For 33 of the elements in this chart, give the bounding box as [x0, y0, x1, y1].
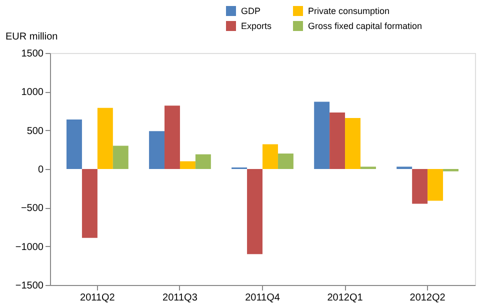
legend-label: GDP: [241, 6, 261, 16]
bar: [82, 169, 98, 238]
bar: [314, 102, 330, 169]
legend-label: Private consumption: [308, 6, 390, 16]
bar: [66, 120, 82, 169]
y-axis-title: EUR million: [6, 32, 58, 42]
y-tick-label: −500: [20, 203, 44, 214]
y-tick-label: 1500: [21, 48, 44, 60]
x-tick-label: 2011Q2: [80, 292, 116, 304]
bar: [247, 169, 262, 254]
y-tick-label: 500: [26, 126, 44, 137]
bar: [180, 161, 196, 169]
bar: [195, 154, 211, 169]
bar: [149, 131, 164, 169]
bar: [345, 118, 360, 169]
x-tick-label: 2012Q2: [410, 292, 446, 304]
x-tick-label: 2012Q1: [327, 292, 364, 304]
bar: [97, 108, 113, 169]
bar: [262, 144, 278, 169]
legend-label: Exports: [241, 21, 272, 31]
y-tick-label: 1000: [21, 87, 44, 98]
y-tick-label: 0: [38, 164, 44, 176]
y-tick-label: −1500: [15, 280, 44, 292]
x-tick-label: 2011Q3: [162, 292, 198, 304]
bar: [330, 112, 346, 169]
bar: [278, 154, 294, 169]
bar: [164, 106, 180, 169]
y-tick-label: −1000: [15, 242, 44, 253]
bar: [412, 169, 428, 204]
bar: [428, 169, 444, 201]
bar: [112, 146, 128, 169]
legend-label: Gross fixed capital formation: [308, 21, 422, 31]
x-tick-label: 2011Q4: [245, 292, 280, 304]
